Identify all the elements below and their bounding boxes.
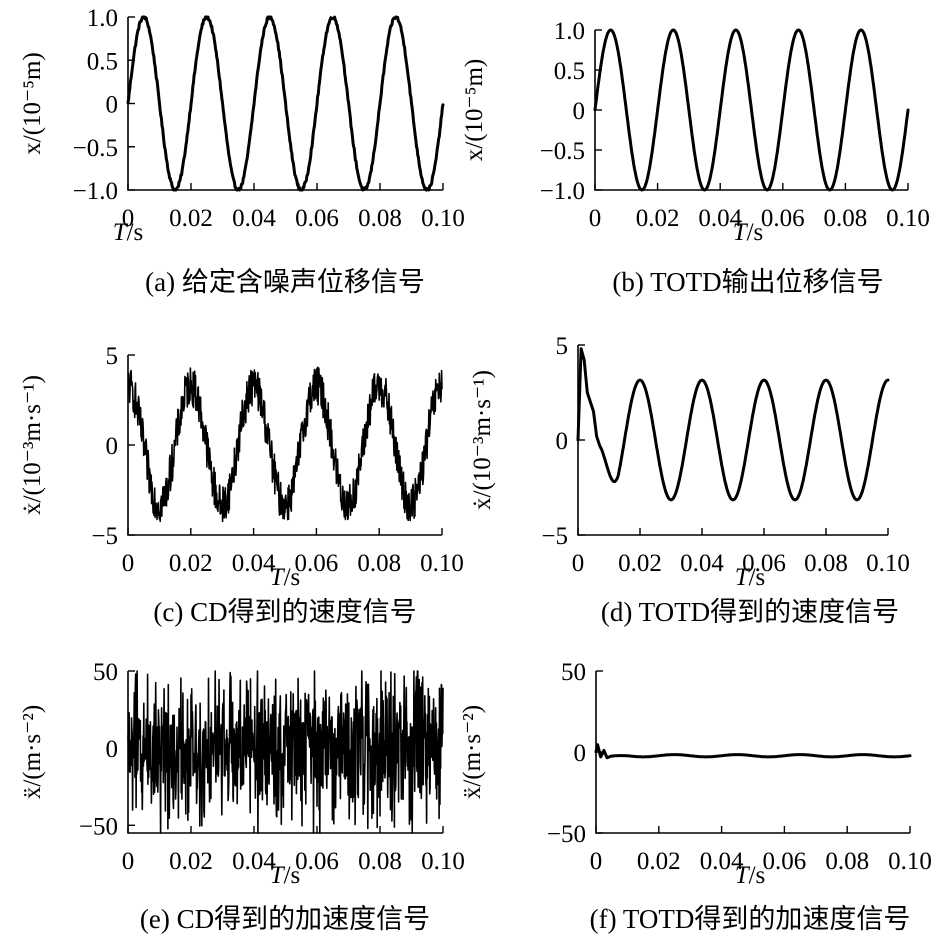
x-tick-label: 0.02: [169, 550, 213, 577]
x-tick-label: 0.08: [358, 848, 402, 875]
y-tick-label: 0: [106, 433, 119, 460]
x-axis-label: T/s: [270, 564, 301, 591]
y-tick-label: 50: [93, 659, 118, 686]
y-tick-label: 0: [574, 740, 587, 767]
x-tick-label: 0: [122, 205, 135, 232]
x-tick-label: 0.08: [358, 205, 402, 232]
x-tick-label: 0.10: [866, 550, 910, 577]
x-tick-label: 0: [572, 550, 585, 577]
y-tick-label: −0.5: [73, 135, 118, 162]
panel-a: 0 0.02 0.04 0.06 0.08 0.10 1.0 0.5 0 −0.5 −1.0 T/s x…: [19, 5, 465, 297]
series-line: [126, 15, 445, 192]
x-tick-label: 0: [589, 205, 602, 232]
axes-frame: [595, 671, 910, 834]
x-tick-label: 0.06: [295, 848, 339, 875]
x-tick-label: 0: [122, 550, 135, 577]
x-tick-label: 0.10: [420, 550, 464, 577]
y-tick-label: 0: [106, 736, 119, 763]
y-tick-label: −5: [541, 523, 568, 550]
x-axis-label: T/s: [733, 219, 764, 246]
x-tick-label: 0.10: [421, 848, 465, 875]
y-tick-label: 0.5: [554, 58, 585, 85]
y-tick-label: 1.0: [554, 18, 585, 45]
x-tick-label: 0.08: [824, 205, 868, 232]
x-tick-label: 0.04: [698, 205, 742, 232]
x-tick-label: 0.06: [295, 205, 339, 232]
x-axis-label: T/s: [735, 564, 766, 591]
x-tick-label: 0.02: [618, 550, 662, 577]
panel-b: 0 0.02 0.04 0.06 0.08 0.10 1.0 0.5 0 −0.5 −1.0 T/s x…: [461, 18, 930, 297]
y-axis-label: x/(10⁻⁵m): [461, 59, 488, 161]
y-axis-label: ẍ/(m·s⁻²): [19, 705, 46, 799]
x-tick-label: 0.04: [232, 205, 276, 232]
y-axis-label: ẍ/(m·s⁻²): [459, 705, 486, 799]
series-line: [576, 347, 890, 502]
y-tick-label: 0: [573, 98, 586, 125]
y-tick-label: 0.5: [87, 48, 118, 75]
y-tick-label: −0.5: [540, 138, 585, 165]
series-line: [127, 366, 443, 523]
y-tick-label: 50: [561, 659, 586, 686]
panel-caption: (b) TOTD输出位移信号: [612, 267, 883, 297]
x-tick-label: 0.02: [637, 848, 681, 875]
x-tick-label: 0.04: [232, 550, 276, 577]
x-tick-label: 0.02: [169, 848, 213, 875]
x-tick-label: 0.06: [761, 205, 805, 232]
series-line: [127, 670, 444, 834]
x-tick-label: 0.02: [169, 205, 213, 232]
x-tick-label: 0.10: [888, 848, 932, 875]
x-axis-label: T/s: [270, 862, 301, 889]
y-tick-label: −5: [91, 523, 118, 550]
x-tick-label: 0.04: [680, 550, 724, 577]
panel-f: 0 0.02 0.04 0.06 0.08 0.10500−50T/sẍ/(m·s⁻²)(…: [459, 659, 932, 934]
x-tick-label: 0.06: [742, 550, 786, 577]
y-tick-label: −1.0: [540, 178, 585, 205]
panel-e: 0 0.02 0.04 0.06 0.08 0.10500−50T/sẍ/(m·s⁻²)(…: [19, 659, 465, 934]
y-tick-label: 0: [556, 428, 569, 455]
y-tick-label: 0: [106, 92, 119, 119]
x-tick-label: 0.06: [763, 848, 807, 875]
panel-caption: (c) CD得到的速度信号: [153, 597, 416, 627]
y-axis-label: x/(10⁻⁵m): [19, 52, 46, 154]
y-tick-label: −50: [547, 821, 586, 848]
panel-c: 0 0.02 0.04 0.06 0.08 0.1050−5T/sẋ/(10⁻³m·s⁻¹…: [19, 343, 464, 627]
panel-caption: (f) TOTD得到的加速度信号: [590, 904, 911, 934]
y-tick-label: 5: [106, 343, 119, 370]
panel-caption: (a) 给定含噪声位移信号: [145, 267, 425, 297]
x-axis-label: T/s: [735, 862, 766, 889]
y-tick-label: 5: [556, 333, 569, 360]
y-tick-label: −50: [79, 813, 118, 840]
x-tick-label: 0.04: [232, 848, 276, 875]
x-tick-label: 0.10: [886, 205, 930, 232]
x-axis-label: T/s: [113, 219, 144, 246]
y-tick-label: −1.0: [73, 178, 118, 205]
x-tick-label: 0.06: [295, 550, 339, 577]
series-line: [594, 743, 912, 760]
y-tick-label: 1.0: [87, 5, 118, 32]
x-tick-label: 0: [590, 848, 603, 875]
x-tick-label: 0.08: [357, 550, 401, 577]
x-tick-label: 0: [122, 848, 135, 875]
x-tick-label: 0.04: [700, 848, 744, 875]
x-tick-label: 0.02: [636, 205, 680, 232]
panel-d: 0 0.02 0.04 0.06 0.08 0.1050−5T/sẋ/(10⁻³m·s⁻¹…: [469, 333, 910, 627]
y-axis-label: ẋ/(10⁻³m·s⁻¹): [19, 375, 46, 515]
panel-caption: (e) CD得到的加速度信号: [140, 904, 430, 934]
x-tick-label: 0.10: [421, 205, 465, 232]
y-axis-label: ẋ/(10⁻³m·s⁻¹): [469, 370, 496, 510]
x-tick-label: 0.08: [804, 550, 848, 577]
x-tick-label: 0.08: [825, 848, 869, 875]
panel-caption: (d) TOTD得到的速度信号: [601, 597, 899, 627]
series-line: [593, 28, 910, 192]
